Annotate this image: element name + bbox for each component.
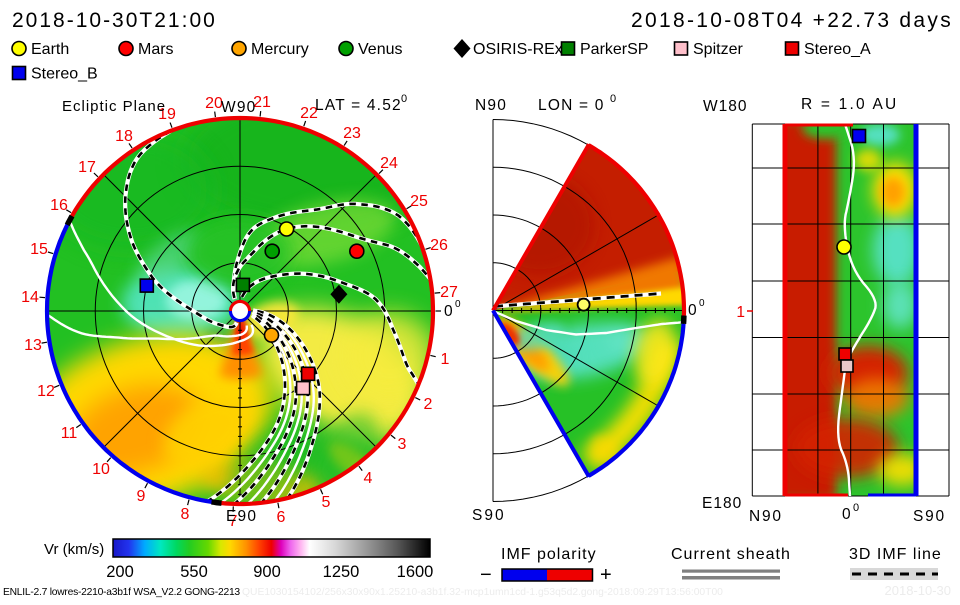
svg-text:E90: E90 — [226, 508, 257, 525]
svg-text:S90: S90 — [913, 508, 946, 525]
svg-text:16: 16 — [50, 197, 68, 214]
svg-text:Venus: Venus — [358, 41, 402, 58]
svg-text:E180: E180 — [702, 495, 742, 512]
svg-text:25: 25 — [410, 193, 428, 210]
svg-text:1: 1 — [736, 304, 745, 321]
svg-text:Mercury: Mercury — [251, 41, 309, 58]
svg-text:LAT = 4.52: LAT = 4.52 — [315, 97, 402, 114]
svg-text:550: 550 — [180, 563, 208, 581]
svg-text:5: 5 — [322, 494, 331, 511]
svg-text:0: 0 — [444, 303, 454, 320]
svg-text:8: 8 — [181, 506, 190, 523]
svg-text:LON = 0: LON = 0 — [538, 97, 605, 114]
svg-text:ENLIL-2.7 lowres-2210-a3b1f WS: ENLIL-2.7 lowres-2210-a3b1f WSA_V2.2 GON… — [3, 587, 240, 598]
svg-text:26: 26 — [430, 237, 448, 254]
svg-text:12: 12 — [37, 383, 55, 400]
svg-text:2: 2 — [424, 396, 433, 413]
svg-text:18: 18 — [115, 128, 133, 145]
svg-text:+: + — [600, 564, 612, 586]
svg-text:11: 11 — [61, 425, 78, 442]
svg-text:23: 23 — [343, 125, 361, 142]
svg-text:W90: W90 — [221, 99, 256, 116]
svg-text:15: 15 — [30, 241, 48, 258]
svg-text:14: 14 — [21, 289, 39, 306]
svg-text:24: 24 — [380, 155, 398, 172]
svg-text:0: 0 — [842, 506, 852, 523]
svg-text:4: 4 — [364, 470, 373, 487]
svg-text:3: 3 — [398, 436, 407, 453]
svg-text:QUE1030154102/256x30x90x1.2521: QUE1030154102/256x30x90x1.25210-a3b1f.32… — [242, 587, 723, 598]
svg-text:S90: S90 — [472, 507, 506, 524]
svg-text:Stereo_A: Stereo_A — [804, 41, 871, 58]
svg-text:OSIRIS-REx: OSIRIS-REx — [473, 41, 563, 58]
svg-text:Earth: Earth — [31, 41, 69, 58]
svg-text:2018-10-08T04 +22.73 days: 2018-10-08T04 +22.73 days — [631, 9, 953, 32]
svg-text:R = 1.0 AU: R = 1.0 AU — [801, 96, 898, 113]
svg-text:10: 10 — [92, 461, 110, 478]
svg-text:17: 17 — [78, 159, 96, 176]
svg-text:200: 200 — [106, 563, 134, 581]
svg-text:−: − — [480, 564, 492, 586]
svg-text:Current sheath: Current sheath — [671, 546, 791, 563]
svg-text:0: 0 — [455, 299, 461, 310]
svg-text:6: 6 — [277, 509, 286, 526]
svg-text:0: 0 — [610, 93, 616, 105]
svg-text:0: 0 — [699, 298, 705, 309]
svg-text:1: 1 — [441, 351, 450, 368]
svg-text:0: 0 — [688, 302, 698, 319]
svg-text:2018-10-30: 2018-10-30 — [885, 583, 952, 598]
svg-text:Spitzer: Spitzer — [693, 41, 743, 58]
svg-text:W180: W180 — [703, 98, 748, 115]
svg-text:9: 9 — [137, 488, 146, 505]
svg-text:Vr (km/s): Vr (km/s) — [44, 541, 104, 558]
svg-text:Stereo_B: Stereo_B — [31, 66, 98, 83]
svg-text:ParkerSP: ParkerSP — [580, 41, 648, 58]
svg-text:13: 13 — [24, 337, 42, 354]
svg-text:1600: 1600 — [397, 563, 434, 581]
svg-text:2018-10-30T21:00: 2018-10-30T21:00 — [12, 9, 217, 32]
svg-text:0: 0 — [853, 502, 859, 514]
svg-text:IMF polarity: IMF polarity — [501, 546, 597, 563]
svg-text:Ecliptic Plane: Ecliptic Plane — [62, 98, 166, 115]
svg-text:N90: N90 — [749, 508, 783, 525]
svg-text:1250: 1250 — [323, 563, 360, 581]
svg-text:900: 900 — [253, 563, 281, 581]
svg-text:3D IMF line: 3D IMF line — [849, 546, 942, 563]
svg-text:0: 0 — [401, 93, 407, 105]
svg-text:N90: N90 — [475, 97, 507, 114]
svg-text:Mars: Mars — [138, 41, 174, 58]
